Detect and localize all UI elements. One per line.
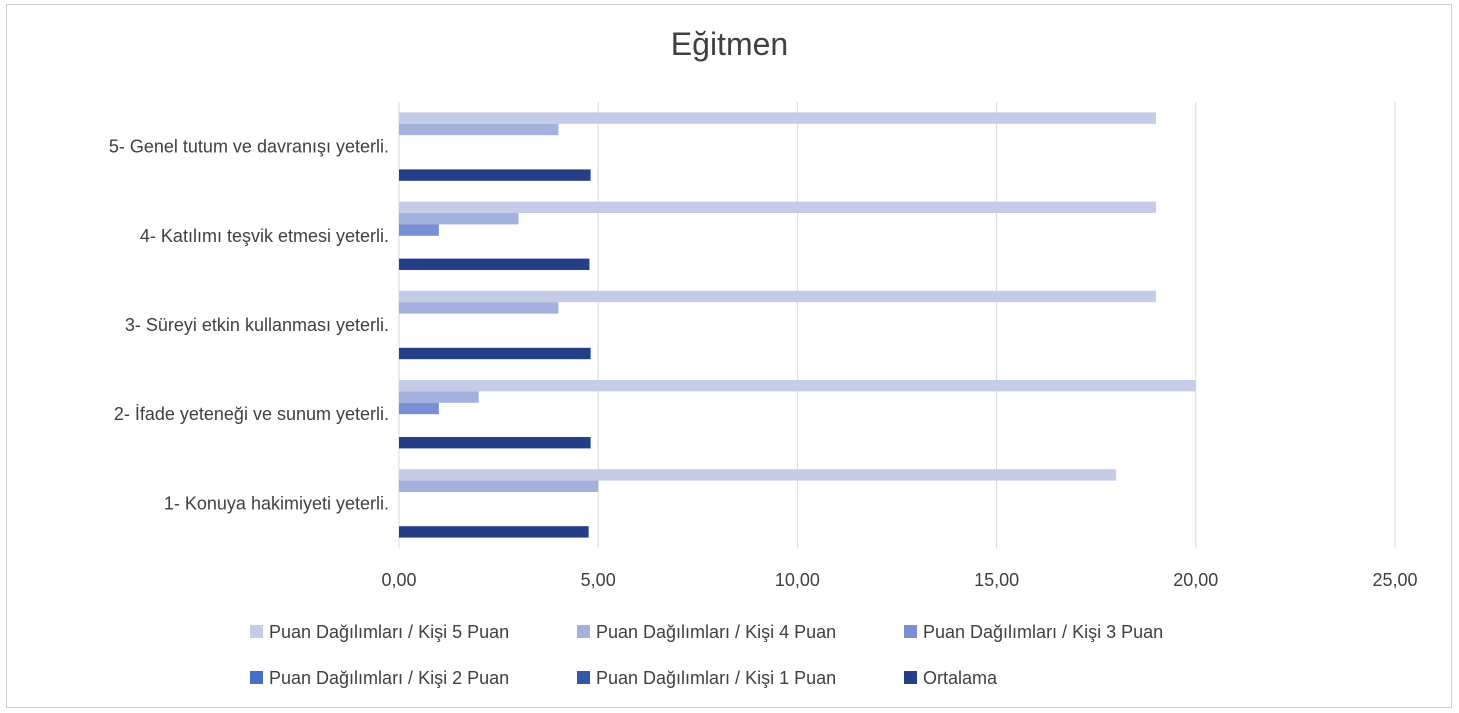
bar — [399, 290, 1156, 303]
bar — [399, 469, 1117, 481]
legend-swatch — [904, 625, 917, 638]
bar — [399, 169, 591, 181]
bar — [399, 112, 1156, 124]
bar — [399, 302, 559, 314]
legend-swatch — [904, 671, 917, 684]
bar — [399, 224, 439, 236]
bar — [399, 402, 439, 415]
category-label: 2- İfade yeteneği ve sunum yeterli. — [114, 404, 389, 424]
bar — [399, 391, 479, 403]
x-tick-label: 0,00 — [381, 570, 416, 590]
legend-label: Puan Dağılımları / Kişi 1 Puan — [596, 668, 836, 688]
legend-swatch — [250, 671, 263, 684]
bar — [399, 123, 559, 136]
legend-label: Ortalama — [923, 668, 998, 688]
legend-label: Puan Dağılımları / Kişi 5 Puan — [269, 622, 509, 642]
category-label: 5- Genel tutum ve davranışı yeterli. — [109, 137, 389, 157]
category-label: 3- Süreyi etkin kullanması yeterli. — [125, 315, 389, 335]
label-layer: 0,00 5,00 10,00 15,00 20,00 25,00 1- Konuya ha… — [109, 137, 1418, 590]
bar — [399, 213, 519, 225]
legend-label: Puan Dağılımları / Kişi 3 Puan — [923, 622, 1163, 642]
bar — [399, 380, 1196, 392]
x-tick-label: 5,00 — [581, 570, 616, 590]
legend-swatch — [250, 625, 263, 638]
legend-label: Puan Dağılımları / Kişi 4 Puan — [596, 622, 836, 642]
x-tick-label: 20,00 — [1173, 570, 1218, 590]
category-label: 1- Konuya hakimiyeti yeterli. — [164, 493, 389, 513]
legend-label: Puan Dağılımları / Kişi 2 Puan — [269, 668, 509, 688]
category-label: 4- Katılımı teşvik etmesi yeterli. — [140, 226, 389, 246]
bar-layer — [399, 112, 1196, 538]
x-tick-label: 10,00 — [775, 570, 820, 590]
bar — [399, 258, 590, 270]
bar — [399, 437, 591, 449]
bar — [399, 526, 589, 538]
bar — [399, 201, 1156, 213]
chart-title: Eğitmen — [670, 26, 789, 62]
legend-layer: Puan Dağılımları / Kişi 5 Puan Puan Dağıl… — [250, 622, 1163, 688]
bar — [399, 480, 599, 492]
legend-swatch — [577, 671, 590, 684]
legend-swatch — [577, 625, 590, 638]
bar — [399, 347, 591, 360]
x-tick-label: 25,00 — [1372, 570, 1417, 590]
x-tick-label: 15,00 — [974, 570, 1019, 590]
